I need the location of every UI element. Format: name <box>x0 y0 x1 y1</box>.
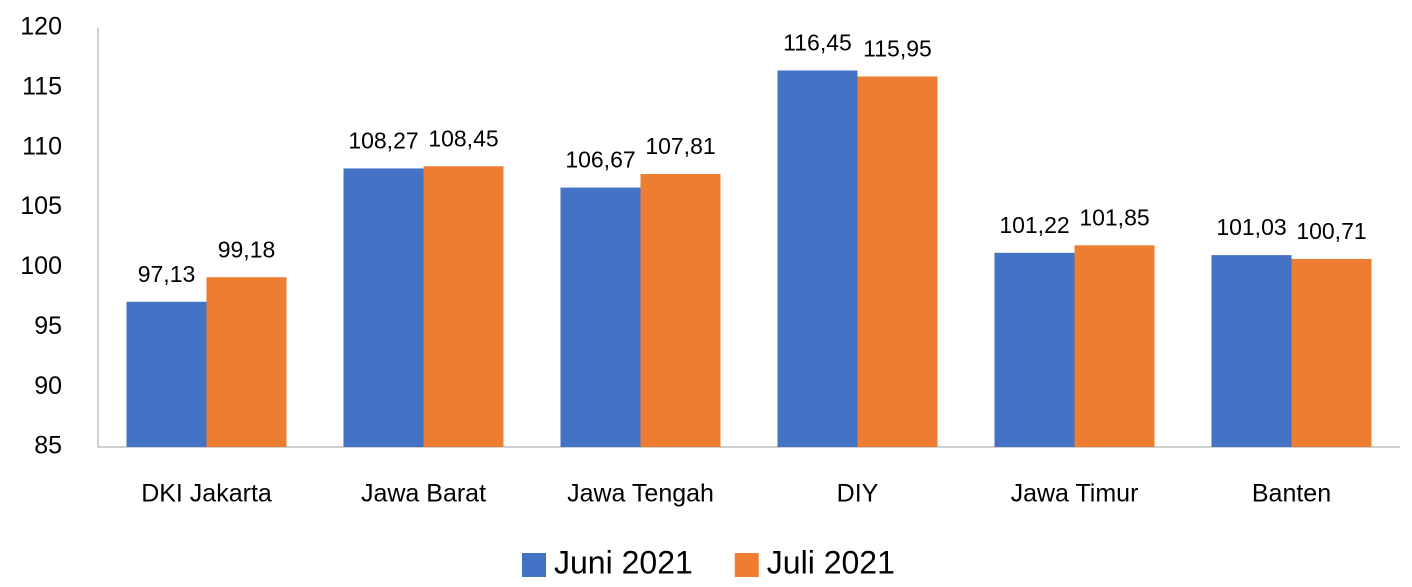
bar <box>1211 255 1292 447</box>
bar <box>857 76 938 447</box>
legend-label: Juni 2021 <box>554 544 693 580</box>
y-tick-label: 90 <box>34 372 62 400</box>
bar <box>560 187 641 447</box>
value-label: 108,27 <box>348 128 418 154</box>
x-tick-label: Banten <box>1252 480 1331 508</box>
value-label: 108,45 <box>428 125 498 151</box>
bar <box>206 277 287 447</box>
x-tick-label: Jawa Timur <box>1011 480 1139 508</box>
y-tick-label: 120 <box>20 13 62 41</box>
bar <box>777 70 858 448</box>
bar <box>994 252 1075 447</box>
bar <box>1074 245 1155 447</box>
y-tick-label: 95 <box>34 312 62 340</box>
x-tick-label: Jawa Tengah <box>567 480 714 508</box>
y-tick-label: 105 <box>20 192 62 220</box>
legend-swatch <box>522 553 546 577</box>
bar <box>343 168 424 447</box>
x-tick-label: Jawa Barat <box>361 480 486 508</box>
bar <box>126 301 207 447</box>
value-label: 97,13 <box>138 261 196 287</box>
bar <box>423 166 504 447</box>
value-label: 115,95 <box>863 36 932 62</box>
y-tick-label: 115 <box>22 72 62 100</box>
y-tick-label: 85 <box>34 432 62 460</box>
value-label: 101,03 <box>1216 214 1286 240</box>
value-label: 99,18 <box>218 236 276 262</box>
bar <box>1291 258 1372 447</box>
value-label: 116,45 <box>783 30 852 56</box>
legend-swatch <box>734 553 759 577</box>
x-tick-label: DKI Jakarta <box>141 480 272 508</box>
y-tick-label: 110 <box>22 132 62 160</box>
legend-label: Juli 2021 <box>767 544 895 580</box>
value-label: 101,85 <box>1079 204 1149 230</box>
value-label: 100,71 <box>1296 218 1366 244</box>
y-tick-label: 100 <box>20 252 62 280</box>
value-label: 106,67 <box>565 147 635 173</box>
x-tick-label: DIY <box>837 480 879 508</box>
value-label: 107,81 <box>645 133 715 159</box>
value-label: 101,22 <box>999 212 1069 238</box>
bar <box>640 173 721 448</box>
